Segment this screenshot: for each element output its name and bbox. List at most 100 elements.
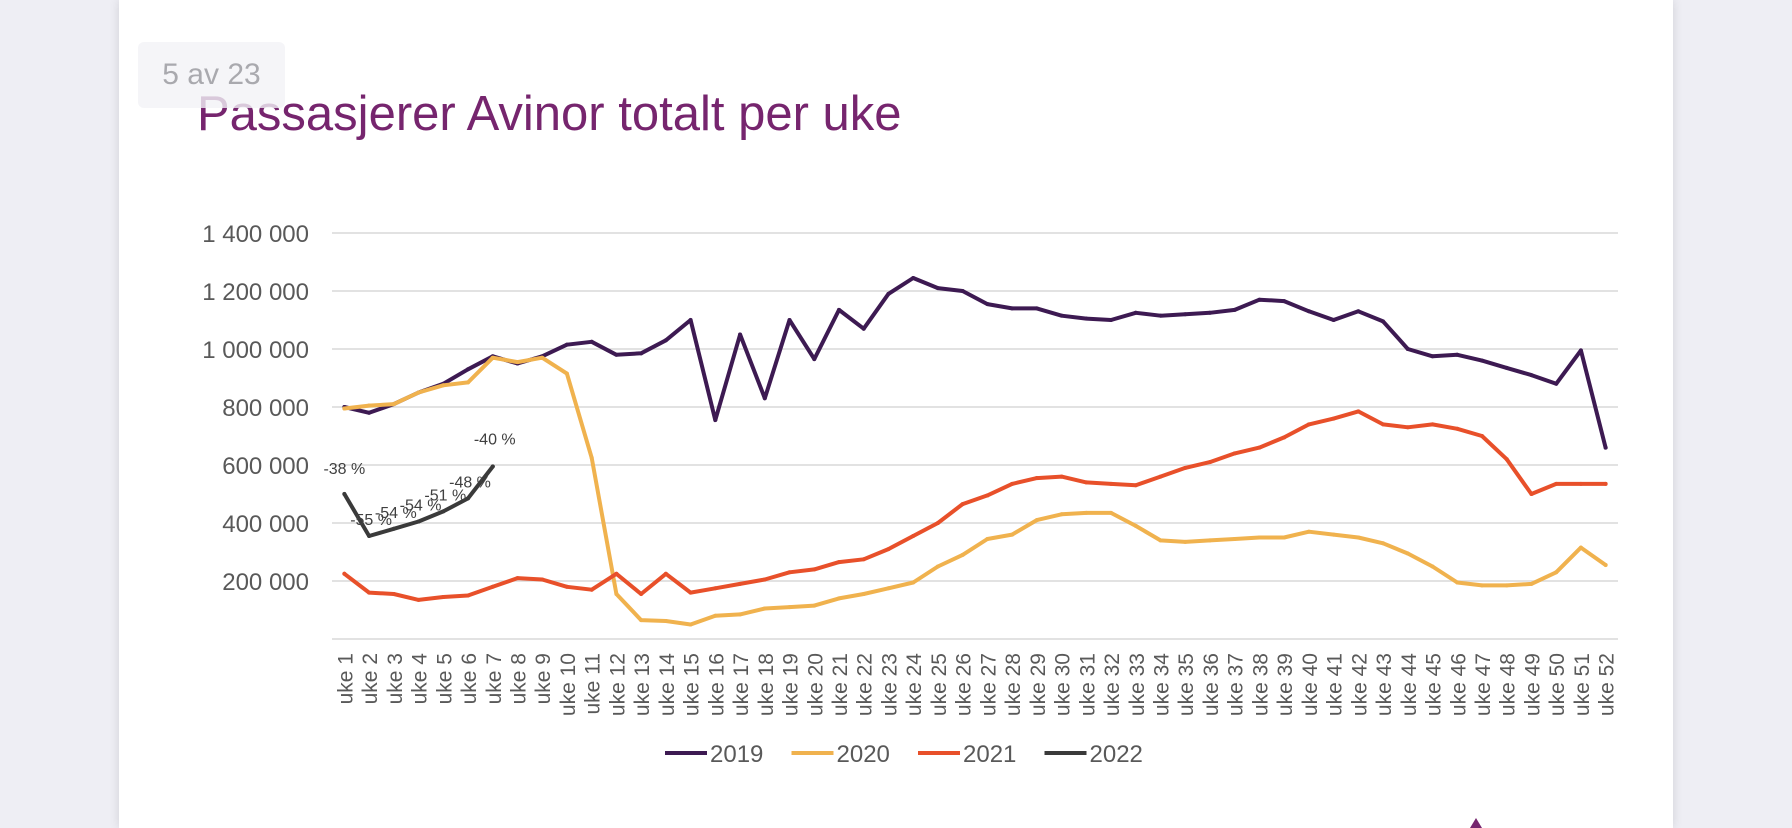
x-tick-label: uke 47 — [1472, 653, 1495, 716]
x-tick-label: uke 13 — [631, 653, 654, 716]
x-tick-label: uke 41 — [1324, 653, 1347, 716]
data-point-2019 — [1356, 309, 1361, 314]
x-tick-label: uke 36 — [1200, 653, 1223, 716]
data-point-2021 — [812, 567, 817, 572]
x-tick-label: uke 38 — [1249, 653, 1272, 716]
data-point-2020 — [490, 355, 495, 360]
x-tick-label: uke 49 — [1521, 653, 1544, 716]
data-point-2021 — [1133, 483, 1138, 488]
data-point-2021 — [1356, 409, 1361, 414]
data-point-2019 — [639, 351, 644, 356]
data-point-2019 — [836, 307, 841, 312]
x-tick-label: uke 16 — [705, 653, 728, 716]
x-tick-label: uke 46 — [1447, 653, 1470, 716]
x-tick-label: uke 9 — [532, 653, 555, 704]
data-point-2019 — [911, 275, 916, 280]
legend-label-2022: 2022 — [1090, 741, 1143, 768]
x-tick-label: uke 43 — [1373, 653, 1396, 716]
x-tick-label: uke 6 — [458, 653, 481, 704]
data-point-2019 — [1529, 373, 1534, 378]
data-point-2020 — [1430, 564, 1435, 569]
legend: 2019 2020 2021 2022 — [665, 741, 1143, 768]
legend-label-2021: 2021 — [963, 741, 1016, 768]
data-point-2021 — [1578, 481, 1583, 486]
x-tick-label: uke 39 — [1274, 653, 1297, 716]
x-tick-label: uke 48 — [1497, 653, 1520, 716]
x-tick-label: uke 33 — [1126, 653, 1149, 716]
data-point-2019 — [762, 396, 767, 401]
x-tick-label: uke 35 — [1175, 653, 1198, 716]
y-axis: 200 000 400 000 600 000 800 000 1 000 000 1 2… — [202, 221, 309, 596]
x-axis: uke 1 uke 2 uke 3 uke 4 uke 5 uke 6 uke 7 uke 8… — [332, 638, 1619, 716]
slide — [119, 0, 1673, 828]
data-point-2020 — [1109, 510, 1114, 515]
data-point-2021 — [1455, 426, 1460, 431]
data-point-2019 — [1133, 310, 1138, 315]
x-tick-label: uke 45 — [1423, 653, 1446, 716]
chart-title: Passasjerer Avinor totalt per uke — [197, 87, 902, 141]
data-point-2019 — [589, 339, 594, 344]
data-point-2022 — [416, 519, 421, 524]
data-label: -48 % — [449, 474, 491, 491]
data-point-2019 — [787, 318, 792, 322]
data-point-2022 — [367, 534, 372, 539]
data-point-2021 — [762, 577, 767, 582]
data-point-2020 — [1529, 581, 1534, 586]
data-point-2019 — [738, 332, 743, 337]
data-point-2020 — [1603, 563, 1608, 568]
data-point-2019 — [1109, 318, 1114, 322]
data-point-2021 — [564, 584, 569, 589]
data-point-2020 — [688, 622, 693, 627]
data-point-2021 — [1034, 476, 1039, 481]
x-tick-label: uke 44 — [1398, 653, 1421, 716]
data-point-2020 — [935, 564, 940, 569]
x-tick-label: uke 21 — [829, 653, 852, 716]
data-point-2019 — [466, 367, 471, 372]
data-point-2021 — [1084, 480, 1089, 485]
data-label: -51 % — [424, 487, 466, 504]
data-point-2020 — [985, 536, 990, 541]
data-point-2019 — [614, 352, 619, 357]
x-tick-label: uke 4 — [409, 653, 432, 705]
x-tick-label: uke 3 — [384, 653, 407, 704]
data-point-2021 — [1479, 434, 1484, 438]
data-point-2020 — [1059, 512, 1064, 517]
x-tick-label: uke 28 — [1002, 653, 1025, 716]
x-tick-label: uke 50 — [1546, 653, 1569, 716]
x-tick-label: uke 26 — [953, 653, 976, 716]
data-point-2021 — [1282, 435, 1287, 440]
data-point-2020 — [1232, 536, 1237, 541]
data-point-2019 — [1306, 309, 1311, 314]
data-point-2019 — [1232, 307, 1237, 312]
data-point-2021 — [713, 586, 718, 591]
data-point-2019 — [1034, 306, 1039, 311]
x-tick-label: uke 51 — [1571, 653, 1594, 716]
data-point-2021 — [1504, 457, 1509, 462]
data-point-2020 — [1158, 538, 1163, 543]
data-point-2021 — [1331, 416, 1336, 421]
data-point-2019 — [1183, 312, 1188, 317]
data-point-2020 — [1381, 541, 1386, 546]
data-point-2019 — [1554, 381, 1559, 386]
data-point-2021 — [836, 560, 841, 565]
data-label: -54 % — [375, 505, 417, 522]
y-tick-label: 800 000 — [222, 395, 309, 422]
data-point-2021 — [540, 577, 545, 582]
data-point-2019 — [1059, 313, 1064, 318]
data-point-2020 — [1183, 539, 1188, 544]
data-point-2020 — [540, 355, 545, 360]
data-point-2020 — [911, 580, 916, 585]
x-tick-label: uke 12 — [606, 653, 629, 716]
data-point-2021 — [342, 571, 347, 576]
data-point-2021 — [466, 593, 471, 598]
data-point-2021 — [1158, 474, 1163, 479]
data-point-2019 — [1207, 310, 1212, 315]
data-labels: -38 %-55 %-54 %-54 %-51 %-48 %-40 % — [323, 431, 515, 529]
x-tick-label: uke 10 — [557, 653, 580, 716]
x-tick-label: uke 20 — [804, 653, 827, 716]
data-point-2020 — [441, 383, 446, 388]
data-point-2021 — [1430, 422, 1435, 427]
data-point-2019 — [935, 286, 940, 291]
data-point-2021 — [639, 592, 644, 597]
